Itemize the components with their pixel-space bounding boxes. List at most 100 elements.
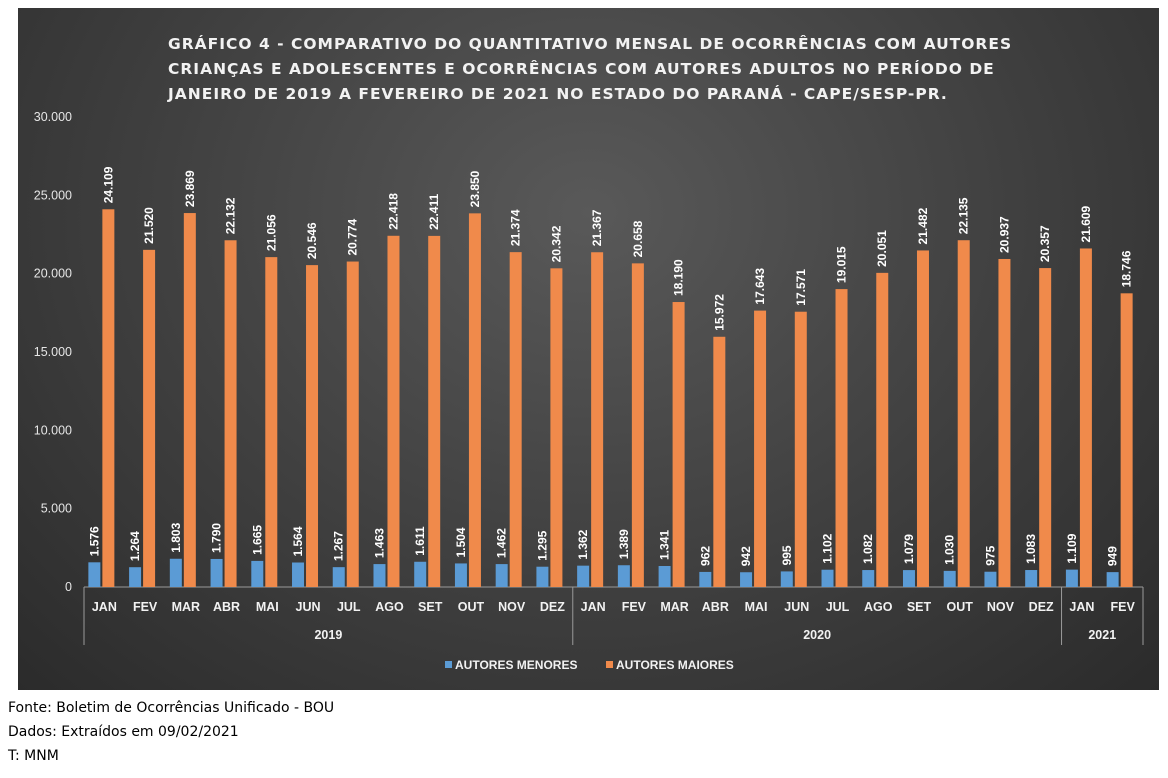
data-label-autores-menores: 1.030: [943, 535, 957, 565]
x-group-label: 2020: [803, 628, 831, 642]
bar-autores-maiores: [631, 263, 644, 587]
data-label-autores-menores: 942: [739, 546, 753, 566]
bar-autores-maiores: [998, 258, 1011, 587]
x-category-label: NOV: [498, 600, 526, 614]
bar-autores-menores: [373, 564, 386, 587]
data-label-autores-maiores: 20.937: [997, 216, 1011, 253]
data-label-autores-menores: 1.083: [1024, 534, 1038, 564]
data-label-autores-menores: 1.264: [128, 531, 142, 561]
data-label-autores-maiores: 22.135: [957, 197, 971, 234]
bar-autores-menores: [332, 567, 345, 587]
bar-autores-maiores: [1039, 268, 1052, 587]
data-label-autores-maiores: 17.643: [753, 268, 767, 305]
bar-autores-maiores: [102, 209, 115, 587]
data-label-autores-maiores: 21.609: [1079, 205, 1093, 242]
legend-swatch: [445, 661, 452, 668]
bar-autores-menores: [699, 571, 712, 587]
x-category-label: SET: [907, 600, 932, 614]
data-label-autores-menores: 949: [1106, 546, 1120, 566]
bar-autores-maiores: [346, 261, 359, 587]
x-category-label: JAN: [581, 600, 606, 614]
legend-label: AUTORES MAIORES: [616, 658, 734, 672]
data-label-autores-menores: 1.462: [495, 528, 509, 558]
bar-autores-maiores: [143, 249, 156, 587]
data-label-autores-menores: 1.576: [87, 526, 101, 556]
chart-title: GRÁFICO 4 - COMPARATIVO DO QUANTITATIVO …: [168, 35, 1013, 103]
bar-autores-maiores: [1079, 248, 1092, 588]
bar-chart: 0 5.000 10.000 15.000 20.000 25.000 30.000 1.57…: [34, 110, 1144, 672]
data-label-autores-maiores: 23.869: [183, 170, 197, 207]
data-label-autores-menores: 975: [983, 545, 997, 565]
x-category-label: JUN: [296, 600, 321, 614]
data-label-autores-menores: 1.362: [576, 529, 590, 559]
x-group-label: 2021: [1088, 628, 1116, 642]
data-label-autores-menores: 1.079: [902, 534, 916, 564]
bar-autores-menores: [1025, 570, 1038, 587]
y-tick-label: 10.000: [34, 423, 72, 437]
x-category-label: ABR: [213, 600, 240, 614]
bar-autores-maiores: [754, 310, 767, 587]
bar-autores-maiores: [672, 302, 685, 587]
bar-autores-menores: [577, 565, 590, 587]
x-category-label: MAI: [745, 600, 768, 614]
bar-autores-menores: [414, 561, 427, 587]
y-tick-label: 30.000: [34, 110, 72, 124]
data-label-autores-menores: 1.611: [413, 526, 427, 556]
x-category-label: DEZ: [540, 600, 565, 614]
x-category-label: FEV: [622, 600, 647, 614]
bar-autores-menores: [943, 570, 956, 587]
bar-autores-maiores: [550, 268, 563, 587]
data-label-autores-maiores: 21.374: [509, 209, 523, 246]
x-category-label: AGO: [864, 600, 893, 614]
data-note: Dados: Extraídos em 09/02/2021: [8, 724, 239, 740]
data-label-autores-maiores: 20.357: [1038, 225, 1052, 262]
y-tick-label: 0: [65, 580, 72, 594]
data-label-autores-menores: 1.102: [821, 533, 835, 563]
data-label-autores-menores: 1.463: [372, 528, 386, 558]
x-category-label: JUL: [337, 600, 361, 614]
bar-autores-maiores: [713, 336, 726, 587]
bar-autores-menores: [1106, 572, 1119, 587]
data-label-autores-maiores: 22.132: [224, 197, 238, 234]
bar-autores-menores: [129, 567, 142, 587]
bar-autores-maiores: [265, 257, 278, 587]
bar-autores-maiores: [957, 240, 970, 588]
x-category-label: MAI: [256, 600, 279, 614]
bar-autores-maiores: [468, 213, 481, 587]
data-label-autores-maiores: 15.972: [712, 294, 726, 331]
data-label-autores-menores: 1.082: [861, 534, 875, 564]
data-label-autores-menores: 1.790: [210, 523, 224, 553]
data-label-autores-menores: 1.803: [169, 522, 183, 552]
bar-autores-menores: [292, 562, 305, 587]
bar-autores-menores: [169, 558, 182, 587]
x-category-label: DEZ: [1029, 600, 1054, 614]
bar-autores-menores: [454, 563, 467, 587]
x-category-label: AGO: [375, 600, 404, 614]
bar-autores-maiores: [835, 289, 848, 587]
bar-autores-menores: [1065, 569, 1078, 587]
data-label-autores-maiores: 20.774: [346, 219, 360, 256]
bar-autores-menores: [780, 571, 793, 587]
data-label-autores-maiores: 21.056: [264, 214, 278, 251]
data-label-autores-maiores: 21.520: [142, 207, 156, 244]
data-label-autores-menores: 1.504: [454, 527, 468, 557]
x-group-label: 2019: [314, 628, 342, 642]
legend-swatch: [606, 661, 613, 668]
bar-autores-menores: [740, 572, 753, 587]
data-label-autores-maiores: 20.051: [875, 230, 889, 267]
x-category-label: NOV: [987, 600, 1015, 614]
x-category-label: JAN: [92, 600, 117, 614]
data-label-autores-maiores: 18.190: [672, 259, 686, 296]
bar-autores-menores: [821, 569, 834, 587]
x-category-label: JUL: [826, 600, 850, 614]
bar-autores-maiores: [387, 235, 400, 587]
y-tick-label: 20.000: [34, 267, 72, 281]
bar-autores-maiores: [183, 213, 196, 587]
data-label-autores-menores: 1.267: [332, 531, 346, 561]
data-label-autores-maiores: 21.367: [590, 209, 604, 246]
y-tick-label: 15.000: [34, 345, 72, 359]
bar-autores-maiores: [1120, 293, 1133, 587]
data-label-autores-menores: 995: [780, 545, 794, 565]
x-category-label: FEV: [133, 600, 158, 614]
bar-autores-menores: [984, 571, 997, 587]
